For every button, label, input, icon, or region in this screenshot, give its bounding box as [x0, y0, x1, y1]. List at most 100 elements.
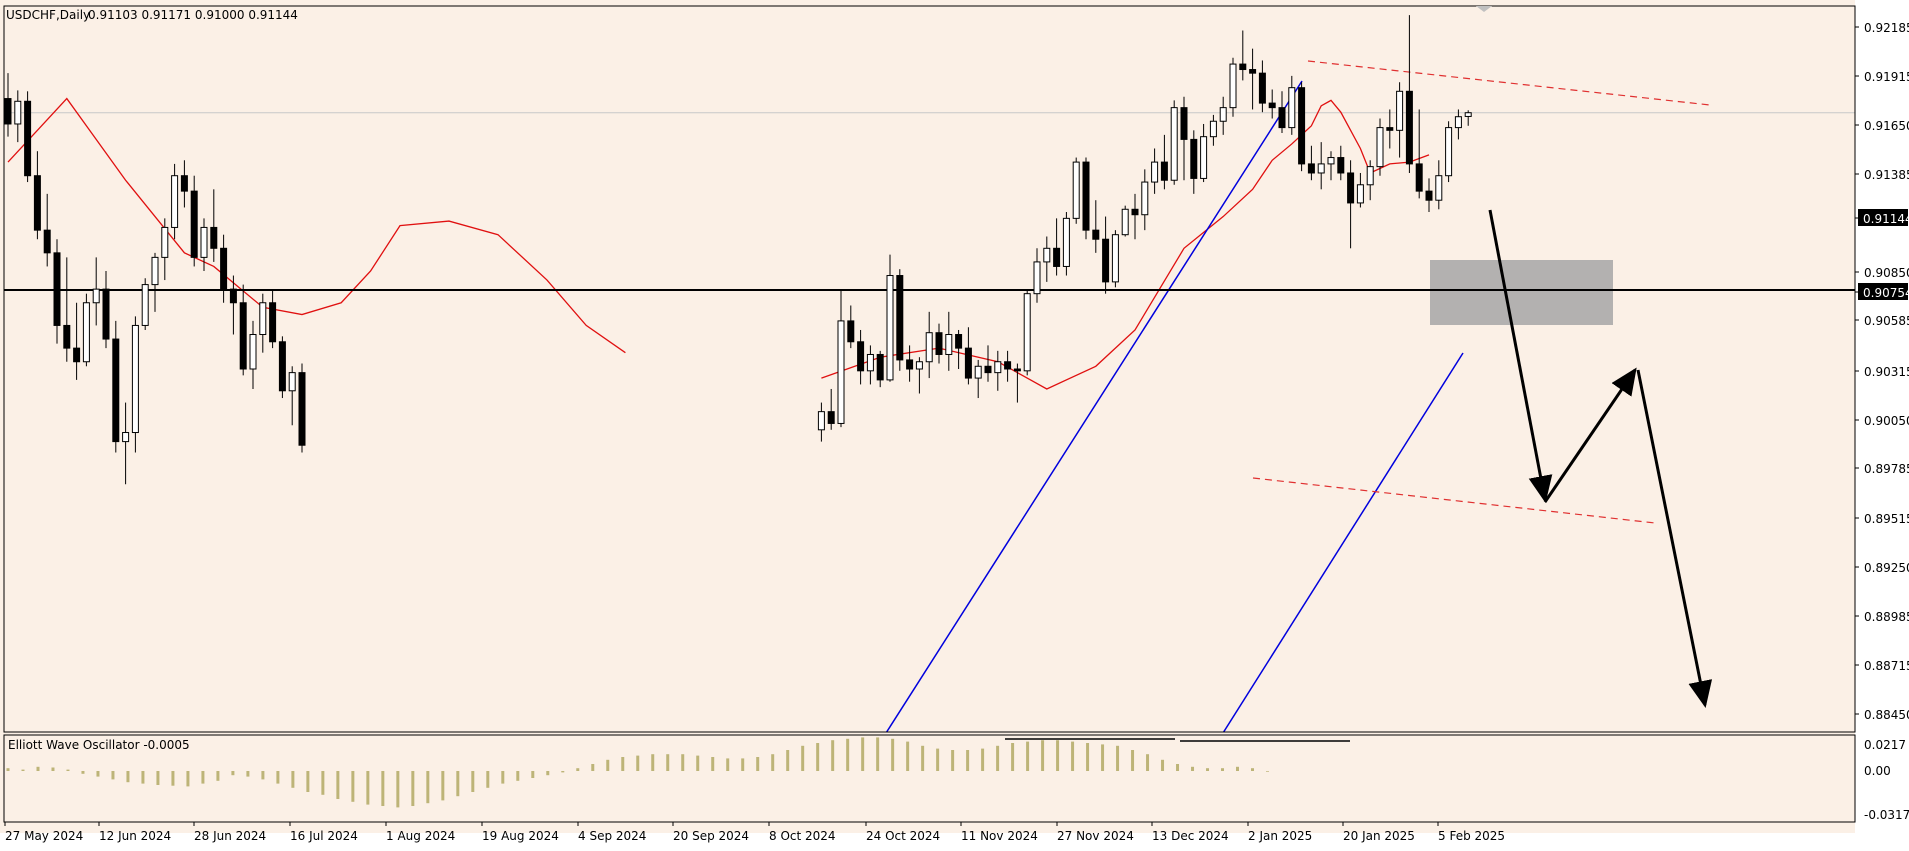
- candle: [876, 350, 884, 388]
- x-tick-label: 4 Sep 2024: [578, 829, 646, 843]
- candle: [239, 284, 247, 376]
- candle-body: [151, 256, 159, 286]
- oscillator-tick-label: 0.00: [1864, 764, 1891, 778]
- candle: [945, 311, 953, 371]
- candle: [161, 218, 169, 281]
- candle: [4, 73, 12, 137]
- x-tick-label: 20 Jan 2025: [1343, 829, 1415, 843]
- x-tick-label: 28 Jun 2024: [194, 829, 266, 843]
- candle: [1209, 114, 1217, 146]
- resistance-dashed-line: [1307, 60, 1711, 106]
- candle: [1327, 151, 1335, 181]
- candle: [847, 305, 855, 349]
- candle-body: [102, 288, 110, 340]
- y-tick-label: 0.89515: [1864, 512, 1909, 526]
- candle: [1151, 148, 1159, 194]
- candle: [1278, 91, 1286, 134]
- candle-body: [945, 334, 953, 355]
- candle: [171, 163, 179, 240]
- candle: [102, 270, 110, 349]
- candle-body: [1023, 293, 1031, 372]
- candle-body: [259, 302, 267, 336]
- candle: [1170, 100, 1178, 185]
- candle: [1082, 157, 1090, 240]
- candle-body: [1053, 247, 1061, 267]
- candle: [43, 193, 51, 267]
- candle: [1160, 134, 1168, 190]
- candle-body: [1141, 181, 1149, 216]
- oscillator-label: Elliott Wave Oscillator -0.0005: [8, 738, 190, 752]
- y-tick-label: 0.91915: [1864, 70, 1909, 84]
- y-tick-label: 0.91650: [1864, 119, 1909, 133]
- candle-body: [994, 361, 1002, 374]
- candle: [1337, 145, 1345, 181]
- candle: [915, 357, 923, 394]
- candle: [33, 151, 41, 240]
- candle-body: [43, 229, 51, 254]
- candle: [1317, 142, 1325, 190]
- candle-body: [73, 347, 81, 363]
- forecast-arrow-final: [1636, 369, 1713, 708]
- candle: [1288, 75, 1296, 135]
- candle-body: [1425, 190, 1433, 201]
- candle-body: [1190, 138, 1198, 179]
- candle: [925, 311, 933, 379]
- y-tick-label: 0.90315: [1864, 365, 1909, 379]
- candle-body: [229, 288, 237, 304]
- candle-body: [14, 100, 22, 125]
- candle-body: [1268, 102, 1276, 109]
- trend-drawings: [4, 60, 1855, 732]
- candle: [1072, 157, 1080, 224]
- candle: [1425, 178, 1433, 213]
- oscillator-tick-label: -0.0317: [1864, 808, 1909, 822]
- candle: [1092, 200, 1100, 253]
- candle: [1415, 109, 1423, 199]
- candle: [1062, 212, 1070, 276]
- candle: [817, 402, 825, 442]
- candle-body: [1092, 229, 1100, 240]
- candle-body: [1386, 127, 1394, 131]
- candle: [229, 275, 237, 335]
- candle-body: [1229, 63, 1237, 109]
- x-tick-label: 13 Dec 2024: [1152, 829, 1229, 843]
- candle-body: [24, 100, 32, 177]
- y-tick-label: 0.92185: [1864, 21, 1909, 35]
- candlestick-series: [4, 15, 1472, 485]
- forecast-arrow-down: [1488, 209, 1553, 503]
- candle-body: [1464, 112, 1472, 117]
- x-tick-label: 27 Nov 2024: [1057, 829, 1134, 843]
- candle-body: [122, 432, 130, 443]
- candle-body: [1405, 90, 1413, 165]
- current-price-label: 0.91144: [1863, 212, 1909, 226]
- candle: [259, 293, 267, 353]
- y-tick-label: 0.89785: [1864, 462, 1909, 476]
- candle-body: [1307, 163, 1315, 174]
- candle-body: [1445, 127, 1453, 177]
- candle: [1229, 57, 1237, 117]
- level-price-label: 0.90754: [1863, 286, 1909, 300]
- candle-body: [1435, 175, 1443, 201]
- x-tick-label: 1 Aug 2024: [386, 829, 455, 843]
- candle: [1464, 110, 1472, 126]
- candle: [200, 218, 208, 271]
- candle-body: [1347, 172, 1355, 204]
- shift-marker: [1476, 6, 1492, 12]
- candle-body: [1062, 217, 1070, 267]
- candle: [92, 257, 100, 326]
- y-tick-label: 0.90585: [1864, 314, 1909, 328]
- candle: [63, 257, 71, 362]
- candle-body: [1004, 361, 1012, 370]
- candle-body: [857, 341, 865, 372]
- candle: [984, 345, 992, 382]
- candle: [1435, 160, 1443, 210]
- candle: [1180, 96, 1188, 181]
- supply-zone: [1430, 260, 1613, 325]
- candle: [1102, 216, 1110, 294]
- y-tick-label: 0.88450: [1864, 708, 1909, 722]
- candle: [288, 366, 296, 426]
- candle: [73, 302, 81, 380]
- candle: [1131, 193, 1139, 240]
- candle-body: [190, 190, 198, 258]
